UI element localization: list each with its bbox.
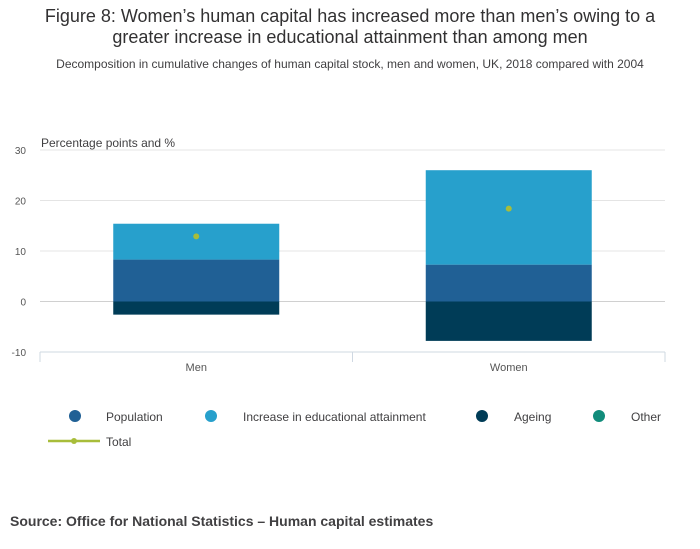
x-tick-label-men: Men (186, 362, 207, 374)
x-tick-label-women: Women (490, 362, 528, 374)
source-note: Source: Office for National Statistics –… (10, 513, 434, 529)
point-total-women[interactable] (505, 205, 512, 212)
y-tick-label: 0 (20, 298, 26, 309)
y-tick-label: 30 (15, 146, 27, 157)
bar-population-men[interactable] (113, 259, 280, 302)
legend-swatch-other (593, 410, 605, 422)
legend-label-ageing: Ageing (514, 410, 551, 424)
y-axis-label: Percentage points and % (41, 136, 175, 150)
bar-ageing-women[interactable] (425, 301, 592, 341)
y-tick-label: 10 (15, 247, 27, 258)
legend-item-population[interactable]: Population (69, 410, 163, 424)
bar-ageing-men[interactable] (113, 301, 280, 315)
legend-swatch-ageing (476, 410, 488, 422)
legend-label-increase-in-educational-attainment: Increase in educational attainment (243, 410, 426, 424)
chart-title: Figure 8: Women’s human capital has incr… (44, 6, 656, 47)
legend-label-total: Total (106, 435, 131, 449)
legend-item-other[interactable]: Other (593, 410, 661, 424)
legend-item-ageing[interactable]: Ageing (476, 410, 551, 424)
legend-swatch-increase-in-educational-attainment (205, 410, 217, 422)
bar-increase-in-educational-attainment-men[interactable] (113, 223, 280, 260)
point-total-men[interactable] (193, 233, 200, 240)
legend-item-total[interactable]: Total (48, 435, 131, 449)
bar-increase-in-educational-attainment-women[interactable] (425, 170, 592, 265)
legend-marker-total (71, 438, 77, 444)
legend-swatch-population (69, 410, 81, 422)
y-tick-label: 20 (15, 197, 27, 208)
legend-label-population: Population (106, 410, 163, 424)
legend-label-other: Other (631, 410, 661, 424)
stacked-bar-chart: -10 0 10 20 30 Percentage points and % Men Wome… (12, 136, 666, 449)
chart-subtitle: Decomposition in cumulative changes of h… (56, 57, 644, 71)
legend-item-increase-in-educational-attainment[interactable]: Increase in educational attainment (205, 410, 426, 424)
bar-population-women[interactable] (425, 264, 592, 302)
y-tick-label: -10 (12, 348, 27, 359)
